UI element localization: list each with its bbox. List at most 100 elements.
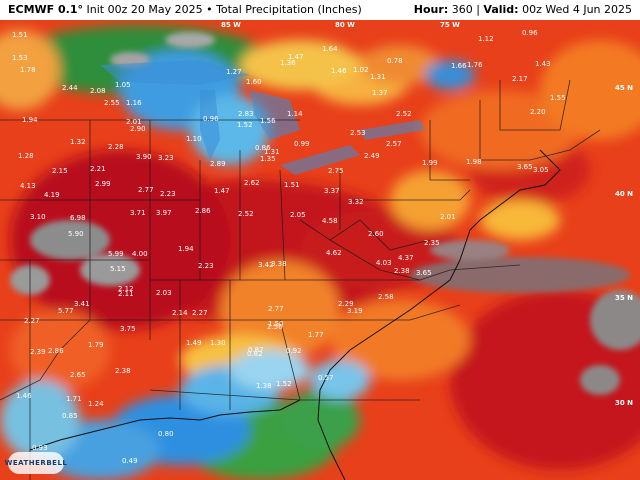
precip-value-label: 2.35: [424, 239, 440, 247]
precip-value-label: 1.60: [246, 78, 262, 86]
precip-value-label: 1.46: [16, 392, 32, 400]
lat-tick: 45 N: [615, 84, 633, 92]
precip-value-label: 2.77: [138, 186, 154, 194]
precip-value-label: 1.94: [178, 245, 194, 253]
precip-value-label: 1.98: [466, 158, 482, 166]
border: [0, 319, 91, 401]
lat-tick: 40 N: [615, 190, 633, 198]
precip-value-label: 2.77: [268, 305, 284, 313]
precip-value-label: 2.90: [130, 125, 146, 133]
precip-value-label: 0.93: [32, 444, 48, 452]
lat-tick: 30 N: [615, 399, 633, 407]
precip-value-label: 2.23: [160, 190, 176, 198]
model-name: ECMWF 0.1°: [8, 3, 83, 16]
precip-value-label: 2.60: [368, 230, 384, 238]
precip-value-label: 3.37: [324, 187, 340, 195]
precip-value-label: 0.96: [203, 115, 219, 123]
border: [429, 120, 470, 181]
precip-value-label: 1.35: [260, 155, 276, 163]
precip-value-label: 1.37: [372, 89, 388, 97]
precip-value-label: 1.47: [214, 187, 230, 195]
precip-value-label: 1.02: [353, 66, 369, 74]
precip-value-label: 1.77: [308, 331, 324, 339]
precip-value-label: 4.58: [322, 217, 338, 225]
precip-value-label: 2.27: [24, 317, 40, 325]
lake-superior: [100, 60, 250, 85]
precip-value-label: 4.37: [398, 254, 414, 262]
precip-value-label: 2.44: [62, 84, 78, 92]
precip-value-label: 1.53: [12, 54, 28, 62]
precip-value-label: 2.28: [108, 143, 124, 151]
precip-value-label: 2.29: [338, 300, 354, 308]
precip-value-label: 2.55: [104, 99, 120, 107]
lon-tick: 85 W: [221, 21, 241, 29]
precip-value-label: 5.77: [58, 307, 74, 315]
map-svg: 85 W 80 W 75 W 45 N 40 N 35 N 30 N 1.511…: [0, 20, 640, 480]
precip-value-label: 2.49: [364, 152, 380, 160]
valid-info: Hour: 360 | Valid: 00z Wed 4 Jun 2025: [413, 3, 632, 16]
precip-value-label: 1.31: [370, 73, 386, 81]
lake-huron: [250, 90, 300, 140]
precip-value-label: 2.65: [70, 371, 86, 379]
init-time: Init 00z 20 May 2025: [86, 3, 203, 16]
precip-value-label: 2.15: [52, 167, 68, 175]
precip-value-label: 2.12: [118, 285, 134, 293]
precip-value-label: 0.96: [522, 29, 538, 37]
precip-value-label: 1.49: [186, 339, 202, 347]
lon-tick: 75 W: [440, 21, 460, 29]
precip-value-label: 0.85: [62, 412, 78, 420]
precip-value-label: 2.52: [396, 110, 412, 118]
precip-value-label: 1.51: [284, 181, 300, 189]
border: [529, 129, 601, 161]
precip-value-label: 2.52: [238, 210, 254, 218]
precip-value-label: 0.86: [255, 144, 271, 152]
precip-value-labels: 1.51 1.53 1.78 2.44 2.08 1.05 1.16 2.55 1.94 2.01…: [12, 29, 566, 465]
precip-value-label: 1.94: [22, 116, 38, 124]
precip-value-label: 0.92: [286, 347, 302, 355]
precip-value-label: 1.71: [66, 395, 82, 403]
precip-value-label: 1.50: [268, 320, 284, 328]
precip-value-label: 2.56: [267, 323, 283, 331]
border: [350, 189, 471, 201]
precip-value-label: 3.90: [136, 153, 152, 161]
precip-value-label: 1.14: [287, 110, 303, 118]
precip-value-label: 1.27: [226, 68, 242, 76]
border: [149, 389, 301, 401]
precip-value-label: 2.89: [210, 160, 226, 168]
precip-value-label: 3.32: [348, 198, 364, 206]
precip-value-label: 2.75: [328, 167, 344, 175]
precip-value-label: 2.08: [90, 87, 106, 95]
coastline: [29, 149, 561, 480]
precip-value-label: 2.21: [90, 165, 106, 173]
precip-value-label: 3.19: [347, 307, 363, 315]
precip-value-label: 4.13: [20, 182, 36, 190]
precip-value-label: 1.30: [210, 339, 226, 347]
precip-value-label: 1.55: [550, 94, 566, 102]
precip-value-label: 0.49: [122, 457, 138, 465]
precip-value-label: 3.41: [74, 300, 90, 308]
precip-value-label: 1.46: [331, 67, 347, 75]
precip-value-label: 2.53: [350, 129, 366, 137]
precip-value-label: 4.19: [44, 191, 60, 199]
precip-value-label: 3.23: [158, 154, 174, 162]
precip-value-label: 3.65: [416, 269, 432, 277]
precip-value-label: 2.11: [118, 290, 134, 298]
precip-value-label: 0.87: [248, 346, 264, 354]
precip-value-label: 2.62: [244, 179, 260, 187]
map-title: ECMWF 0.1° Init 00z 20 May 2025 • Total …: [8, 3, 362, 16]
precip-value-label: 1.64: [322, 45, 338, 53]
border: [479, 100, 530, 161]
precip-value-label: 1.76: [467, 61, 483, 69]
precip-value-label: 0.82: [247, 350, 263, 358]
precip-value-label: 1.79: [88, 341, 104, 349]
precip-value-label: 1.47: [288, 53, 304, 61]
border: [329, 239, 421, 281]
precip-field: [0, 25, 640, 480]
precip-value-label: 3.71: [130, 209, 146, 217]
precip-value-label: 0.99: [294, 140, 310, 148]
precip-value-label: 1.66: [451, 62, 467, 70]
precip-value-label: 2.17: [512, 75, 528, 83]
weatherbell-logo: WEATHERBELL: [5, 452, 67, 474]
precip-value-label: 1.38: [256, 382, 272, 390]
